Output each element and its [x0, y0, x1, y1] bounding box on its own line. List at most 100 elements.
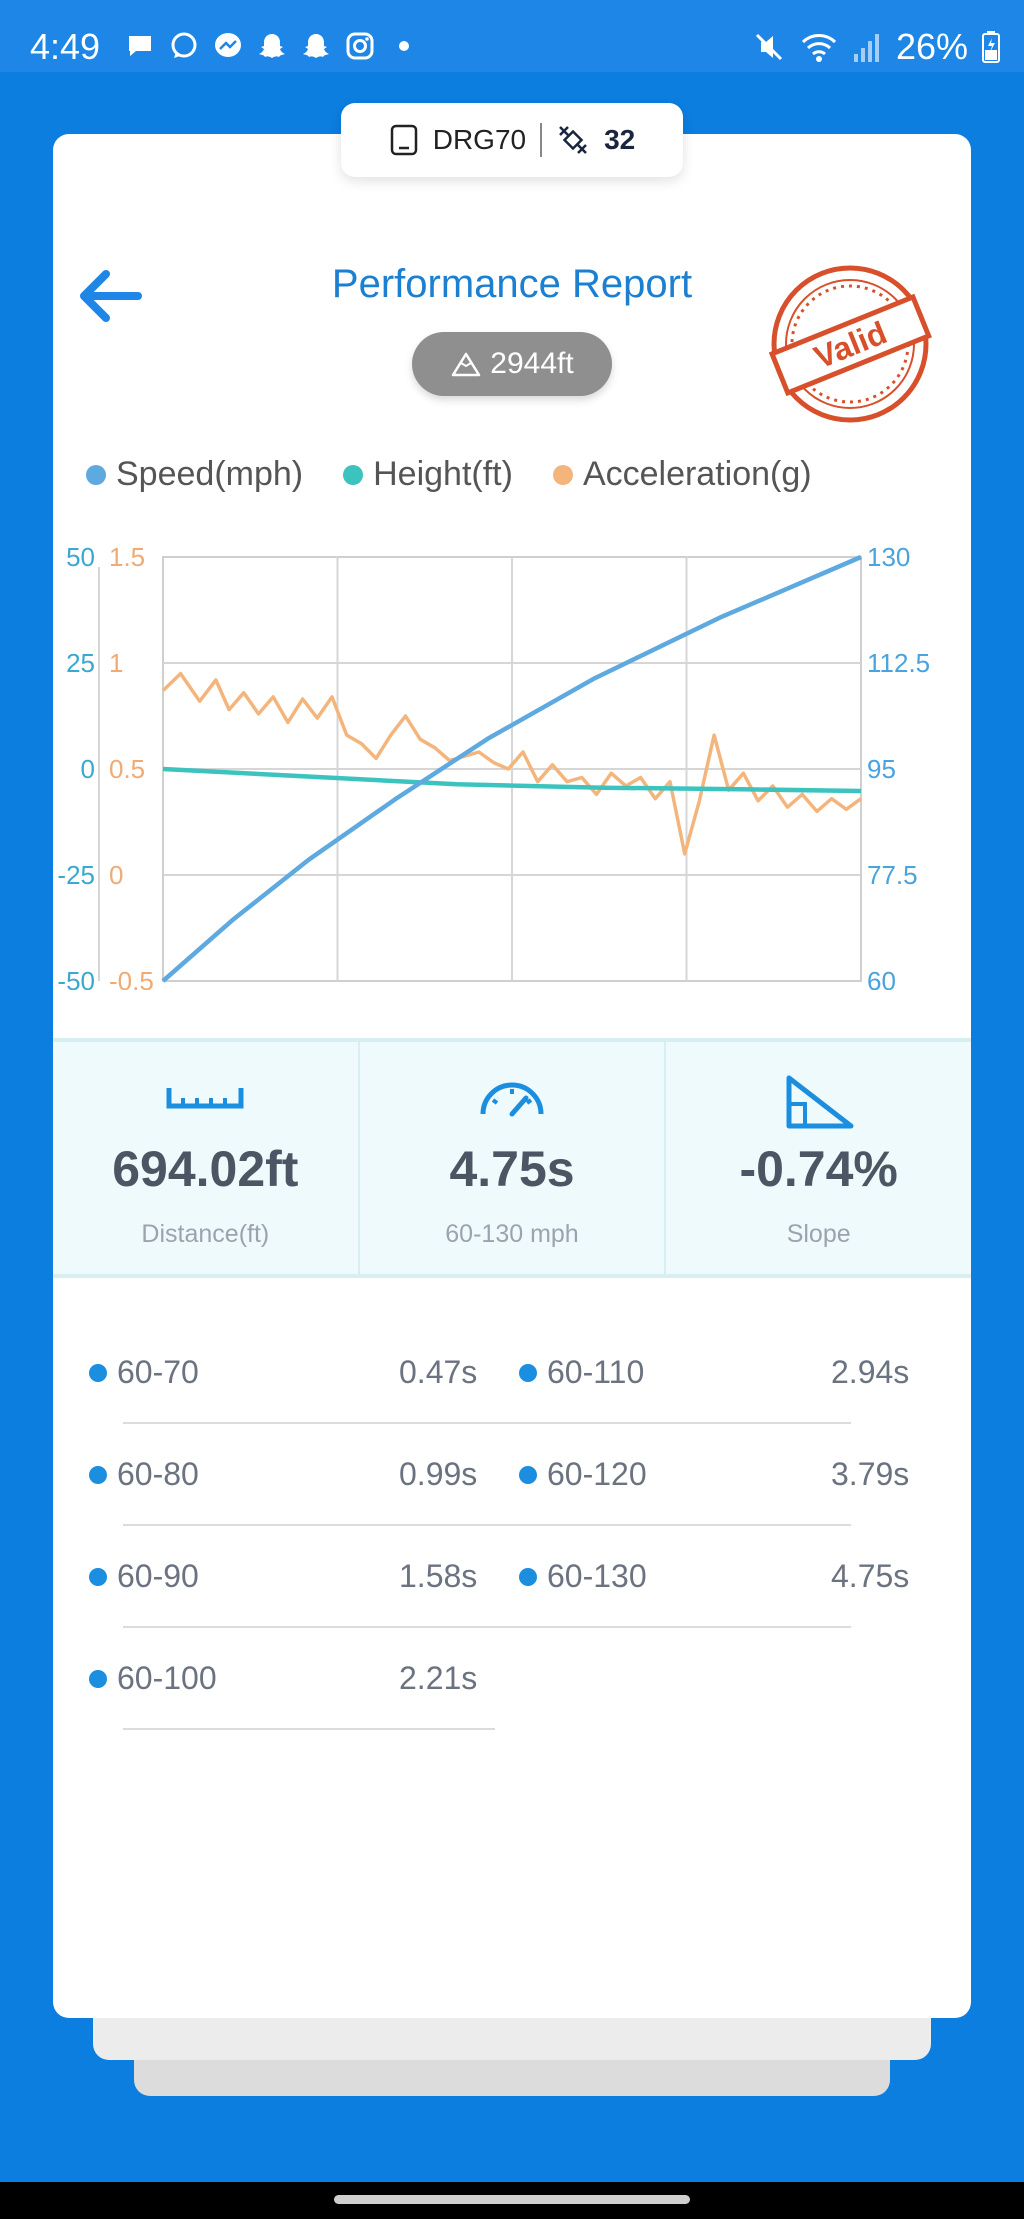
split-label: 60-100: [117, 1660, 217, 1696]
valid-stamp: Valid: [768, 265, 932, 423]
whatsapp-icon: [171, 32, 197, 58]
instagram-icon: [346, 32, 374, 60]
speed-axis-tick: 77.5: [867, 860, 918, 890]
time-label: 60-130 mph: [445, 1220, 579, 1248]
legend-height-label: Height(ft): [373, 455, 513, 493]
split-divider: [123, 1626, 851, 1628]
pill-divider: [540, 123, 543, 157]
status-bar: 4:49 26%: [0, 0, 1024, 72]
split-value: 3.79s: [831, 1456, 910, 1492]
split-row: 60-70 0.47s: [53, 1322, 523, 1424]
distance-value: 694.02ft: [112, 1141, 299, 1197]
split-label: 60-110: [547, 1354, 645, 1390]
status-right: 26%: [752, 26, 1000, 68]
mountain-icon: [452, 352, 481, 377]
acceleration-series-line: [161, 671, 863, 856]
legend-speed-label: Speed(mph): [116, 455, 304, 493]
stat-slope: -0.74% Slope: [664, 1042, 971, 1274]
speed-series-line: [161, 554, 862, 983]
split-row: 60-100 2.21s: [53, 1628, 523, 1730]
performance-chart: 50 25 0 -25 -50 1.5 1 0.5 0 -0.5 130 112.5 95 77.5 60: [57, 542, 930, 990]
split-value: 4.75s: [831, 1558, 910, 1594]
split-dot: [89, 1364, 107, 1382]
acceleration-axis-tick: -0.5: [109, 966, 154, 990]
back-arrow-icon[interactable]: [76, 268, 142, 324]
height-axis-tick: 0: [81, 754, 95, 784]
status-time: 4:49: [30, 26, 101, 67]
split-dot: [519, 1364, 537, 1382]
signal-icon: [853, 34, 879, 62]
acceleration-axis-tick: 0: [109, 860, 123, 890]
split-label: 60-80: [117, 1456, 199, 1492]
split-value: 0.47s: [399, 1354, 478, 1390]
dot-icon: [399, 41, 409, 51]
navigation-bar: [0, 2182, 1024, 2219]
battery-charging-icon: [982, 31, 1000, 63]
split-dot: [519, 1568, 537, 1586]
acceleration-axis-tick: 0.5: [109, 754, 145, 784]
stat-time: 4.75s 60-130 mph: [357, 1042, 665, 1274]
split-label: 60-120: [547, 1456, 647, 1492]
legend-speed: Speed(mph): [86, 455, 303, 494]
ruler-icon: [166, 1088, 244, 1109]
split-label: 60-90: [117, 1558, 199, 1594]
legend-height-dot: [343, 464, 364, 485]
height-axis-tick: -50: [57, 966, 95, 990]
acceleration-axis-tick: 1.5: [109, 542, 145, 572]
page-title: Performance Report: [331, 262, 693, 306]
snapchat-icon: [259, 34, 285, 58]
slope-icon: [786, 1075, 854, 1129]
satellite-icon: [559, 126, 587, 154]
messenger-icon: [215, 33, 241, 57]
height-axis-tick: 25: [66, 648, 95, 678]
time-value: 4.75s: [449, 1141, 575, 1197]
split-value: 0.99s: [399, 1456, 478, 1492]
split-divider: [123, 1422, 851, 1424]
speed-axis-tick: 95: [867, 754, 896, 784]
legend-acceleration-label: Acceleration(g): [582, 455, 812, 493]
split-row: 60-90 1.58s: [53, 1526, 523, 1628]
wifi-icon: [801, 34, 836, 62]
split-row: 60-80 0.99s: [53, 1424, 523, 1526]
split-value: 2.94s: [831, 1354, 910, 1390]
speed-axis-tick: 112.5: [867, 648, 930, 678]
device-icon: [390, 124, 417, 156]
speed-axis-tick: 130: [867, 542, 910, 572]
notification-icons: [124, 30, 420, 62]
message-icon: [129, 36, 151, 56]
split-divider: [123, 1524, 851, 1526]
split-row: 60-110 2.94s: [483, 1322, 913, 1424]
legend-speed-dot: [86, 464, 106, 485]
legend-acceleration: Acceleration(g): [552, 455, 812, 494]
battery-percent: 26%: [895, 26, 968, 67]
stat-distance: 694.02ft Distance(ft): [53, 1042, 358, 1274]
split-label: 60-70: [117, 1354, 199, 1390]
stats-panel: 694.02ft Distance(ft) 4.75s 60-130 mph -…: [53, 1038, 971, 1278]
satellite-count: 32: [604, 124, 636, 155]
split-label: 60-130: [547, 1558, 647, 1594]
mute-icon: [755, 33, 782, 61]
height-axis-tick: 50: [66, 542, 95, 572]
distance-label: Distance(ft): [141, 1220, 270, 1248]
slope-label: Slope: [786, 1220, 851, 1248]
legend-height: Height(ft): [343, 455, 513, 494]
altitude-badge: 2944ft: [412, 332, 612, 396]
device-pill[interactable]: DRG70 32: [341, 103, 683, 177]
split-row: 60-130 4.75s: [483, 1526, 913, 1628]
split-value: 2.21s: [399, 1660, 478, 1696]
split-divider: [123, 1728, 495, 1730]
split-value: 1.58s: [399, 1558, 478, 1594]
split-dot: [519, 1466, 537, 1484]
snapchat-icon: [303, 34, 329, 58]
acceleration-axis-tick: 1: [109, 648, 123, 678]
home-handle[interactable]: [334, 2195, 690, 2204]
split-dot: [89, 1466, 107, 1484]
device-name: DRG70: [432, 124, 527, 155]
height-axis-tick: -25: [57, 860, 95, 890]
chart-legend: Speed(mph) Height(ft) Acceleration(g): [86, 455, 812, 494]
speed-axis-tick: 60: [867, 966, 896, 990]
split-row: 60-120 3.79s: [483, 1424, 913, 1526]
slope-value: -0.74%: [739, 1141, 898, 1197]
altitude-value: 2944ft: [490, 347, 574, 380]
split-dot: [89, 1568, 107, 1586]
